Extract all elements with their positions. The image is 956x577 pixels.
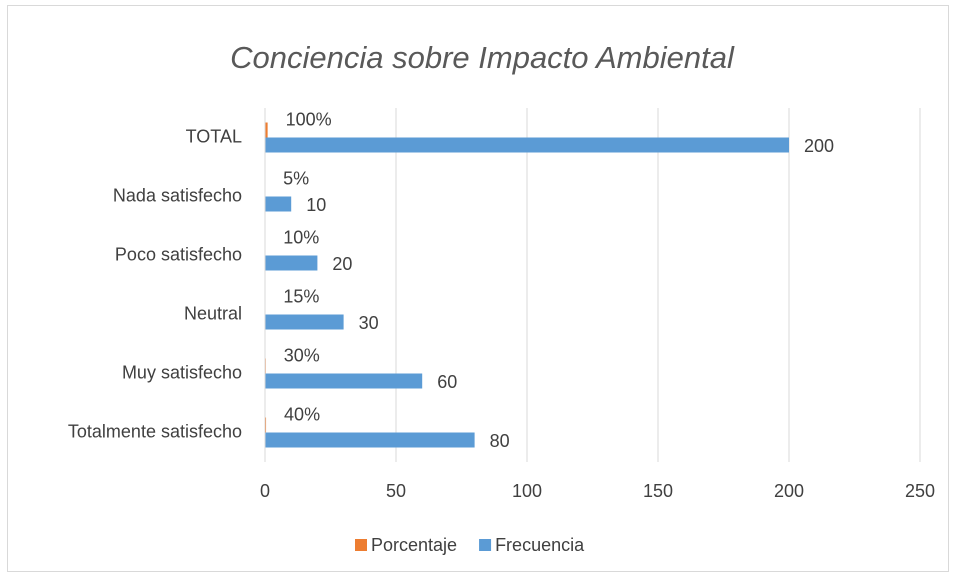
chart-border (7, 5, 949, 572)
data-label: 10 (306, 195, 326, 215)
legend-swatch (479, 539, 492, 551)
bar (265, 417, 267, 433)
legend-label: Frecuencia (495, 535, 585, 555)
data-label: 20 (332, 254, 352, 274)
data-label: 30 (359, 313, 379, 333)
data-label: 15% (283, 286, 319, 306)
x-tick-label: 50 (386, 481, 406, 501)
bar (265, 432, 475, 448)
chart-title: Conciencia sobre Impacto Ambiental (230, 40, 735, 75)
bar (265, 122, 268, 138)
x-tick-label: 0 (260, 481, 270, 501)
y-tick-label: Totalmente satisfecho (68, 421, 242, 441)
x-tick-label: 200 (774, 481, 804, 501)
bar (265, 373, 423, 389)
data-label: 10% (283, 227, 319, 247)
y-tick-label: Nada satisfecho (113, 185, 242, 205)
x-tick-label: 100 (512, 481, 542, 501)
y-tick-label: TOTAL (186, 126, 242, 146)
bar (265, 255, 318, 271)
bar (265, 137, 789, 153)
bar (265, 196, 292, 212)
data-label: 30% (284, 345, 320, 365)
data-label: 200 (804, 136, 834, 156)
legend-label: Porcentaje (371, 535, 457, 555)
data-label: 80 (490, 431, 510, 451)
legend-swatch (355, 539, 367, 551)
data-label: 100% (286, 109, 332, 129)
y-tick-label: Neutral (184, 303, 242, 323)
data-label: 40% (284, 404, 320, 424)
y-tick-label: Poco satisfecho (115, 244, 242, 264)
data-label: 5% (283, 168, 309, 188)
x-tick-label: 150 (643, 481, 673, 501)
data-label: 60 (437, 372, 457, 392)
x-tick-label: 250 (905, 481, 935, 501)
y-tick-label: Muy satisfecho (122, 362, 242, 382)
bar (265, 314, 344, 330)
